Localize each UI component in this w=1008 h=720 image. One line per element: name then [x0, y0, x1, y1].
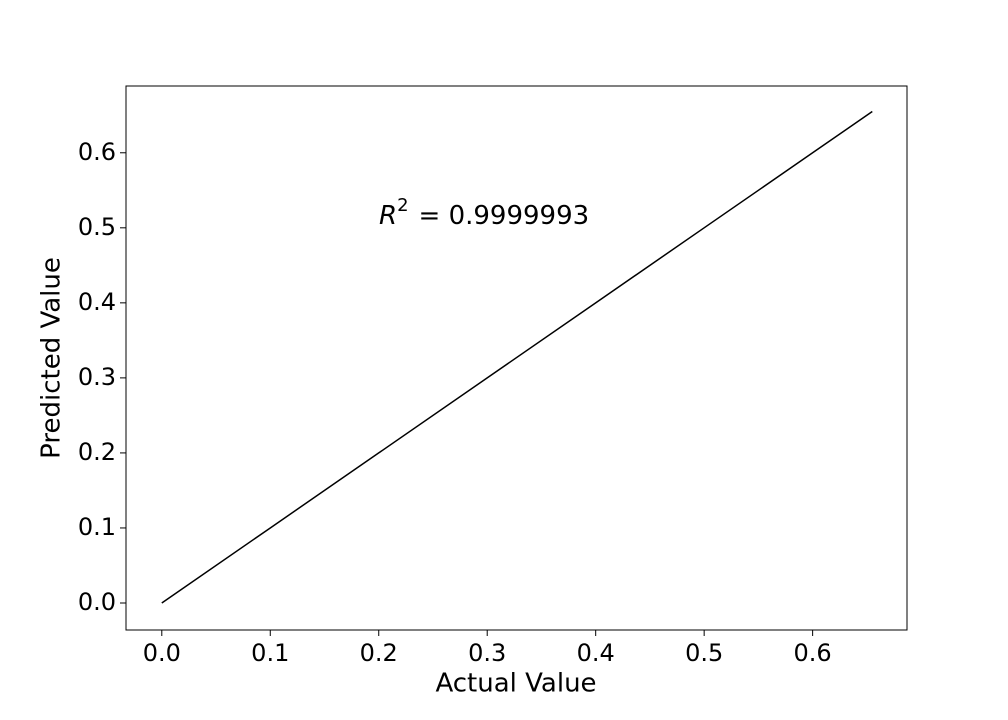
y-tick-label: 0.3: [78, 363, 116, 391]
y-tick-label: 0.4: [78, 288, 116, 316]
y-tick-label: 0.0: [78, 588, 116, 616]
plot-frame: [125, 85, 908, 631]
x-tick-label: 0.6: [794, 639, 832, 667]
data-line: [161, 110, 873, 604]
y-axis-label: Predicted Value: [37, 257, 67, 459]
x-tick-label: 0.1: [251, 639, 289, 667]
y-tick-label: 0.5: [78, 213, 116, 241]
y-tick-label: 0.6: [78, 138, 116, 166]
annotation-superscript: 2: [397, 195, 408, 216]
x-tick-label: 0.3: [468, 639, 506, 667]
x-tick-label: 0.0: [143, 639, 181, 667]
x-tick-label: 0.2: [360, 639, 398, 667]
annotation-text: = 0.9999993: [419, 201, 590, 231]
y-tick-label: 0.1: [78, 513, 116, 541]
x-axis-label: Actual Value: [435, 669, 596, 699]
x-tick-label: 0.5: [685, 639, 723, 667]
annotation-symbol: R: [379, 201, 397, 231]
annotation: R2 = 0.9999993: [379, 195, 589, 231]
y-tick-label: 0.2: [78, 438, 116, 466]
x-tick-label: 0.4: [577, 639, 615, 667]
